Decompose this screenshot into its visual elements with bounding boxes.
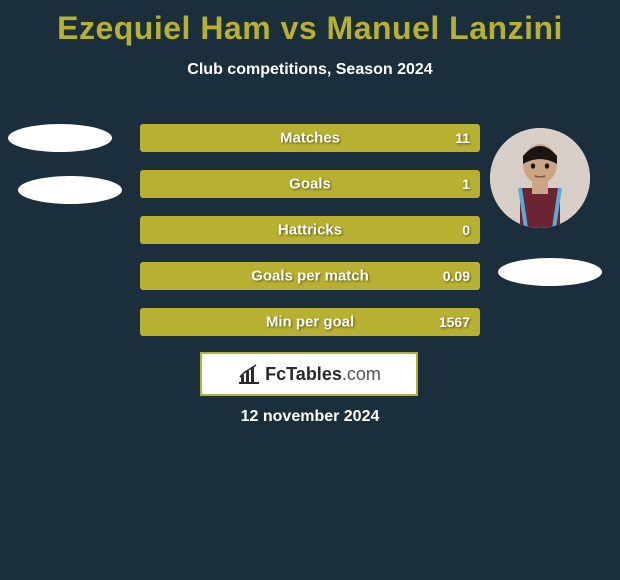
stat-label: Goals <box>289 176 331 193</box>
stat-label: Goals per match <box>251 268 369 285</box>
stat-bar-goals: Goals 1 <box>140 170 480 198</box>
stat-value: 0.09 <box>443 268 470 284</box>
stat-value: 0 <box>462 222 470 238</box>
stat-value: 1 <box>462 176 470 192</box>
date-text: 12 november 2024 <box>0 408 620 426</box>
stat-label: Hattricks <box>278 222 342 239</box>
stat-value: 11 <box>455 130 470 146</box>
stat-bar-min-per-goal: Min per goal 1567 <box>140 308 480 336</box>
stat-label: Matches <box>280 130 340 147</box>
stat-label: Min per goal <box>266 314 354 331</box>
bar-chart-icon <box>237 363 261 385</box>
attribution-logo: FcTables.com <box>200 352 418 396</box>
stat-bar-hattricks: Hattricks 0 <box>140 216 480 244</box>
page-subtitle: Club competitions, Season 2024 <box>0 61 620 79</box>
player1-pill-2 <box>18 176 122 204</box>
player1-pill-1 <box>8 124 112 152</box>
player2-pill <box>498 258 602 286</box>
stat-bars: Matches 11 Goals 1 Hattricks 0 Goals per… <box>140 124 480 354</box>
stat-bar-matches: Matches 11 <box>140 124 480 152</box>
stat-value: 1567 <box>439 314 470 330</box>
stat-bar-goals-per-match: Goals per match 0.09 <box>140 262 480 290</box>
player2-avatar <box>490 128 590 228</box>
logo-text: FcTables.com <box>265 364 381 385</box>
page-title: Ezequiel Ham vs Manuel Lanzini <box>0 0 620 47</box>
